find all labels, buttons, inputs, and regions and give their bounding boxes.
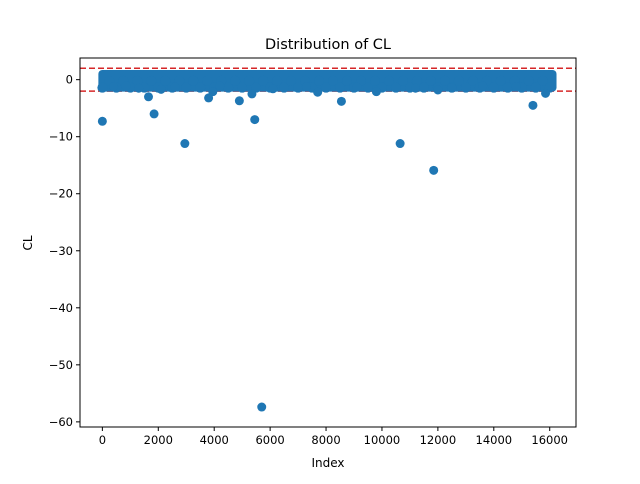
band-point [523,75,534,86]
data-point [134,83,144,93]
band-point [495,75,506,86]
data-point [511,82,521,92]
data-point [257,402,267,412]
data-points [97,81,551,412]
band-point [383,75,394,86]
x-tick-label: 6000 [255,433,284,447]
x-tick-label: 0 [99,433,106,447]
band-point [369,75,380,86]
band-point [230,75,241,86]
band-point [537,75,548,86]
band-point [335,82,346,93]
data-point [336,96,346,106]
x-tick-label: 10000 [364,433,401,447]
band-point [279,82,290,93]
x-tick-label: 12000 [420,433,457,447]
band-point [328,75,339,86]
band-point [397,75,408,86]
y-tick-label: −10 [49,130,73,144]
band-point [418,82,429,93]
data-point [247,89,257,99]
band-point [195,82,206,93]
data-point [447,83,457,93]
data-point [208,87,218,97]
data-point [313,87,323,97]
data-point [97,116,107,126]
band-point [453,75,464,86]
band-point [132,75,143,86]
band-point [411,75,422,86]
band-point [237,82,248,93]
y-tick-label: −50 [49,358,73,372]
dense-point-band [97,69,557,93]
band-point [321,82,332,93]
band-point [202,75,213,86]
band-point [244,75,255,86]
x-tick-label: 14000 [476,433,513,447]
band-point [425,75,436,86]
y-tick-label: −30 [49,244,73,258]
data-point [121,81,131,91]
band-point [286,75,297,86]
data-point [478,81,488,91]
data-point [170,82,180,92]
x-tick-label: 16000 [531,433,568,447]
band-point [188,75,199,86]
band-point [439,75,450,86]
data-point [268,84,278,94]
band-point [460,82,471,93]
band-point [258,75,269,86]
band-point [314,75,325,86]
data-point [156,84,166,94]
band-point [488,82,499,93]
x-tick-label: 2000 [144,433,173,447]
plot-frame [79,57,577,428]
data-point [528,100,538,110]
data-point [433,85,443,95]
band-point [223,82,234,93]
x-axis-label: Index [311,456,344,470]
data-point [144,92,154,102]
y-tick-label: −40 [49,301,73,315]
data-point [109,82,119,92]
x-tick-label: 8000 [311,433,340,447]
x-axis-ticks: 0 2000 4000 6000 8000 10000 12000 14000 16000 [99,427,568,447]
data-point [541,88,551,98]
band-point [390,82,401,93]
data-point [149,109,159,119]
y-tick-label: −20 [49,187,73,201]
data-point [250,115,260,125]
band-point [160,75,171,86]
x-tick-label: 4000 [200,433,229,447]
data-point [180,139,190,149]
data-point [371,87,381,97]
band-point [293,82,304,93]
y-tick-label: 0 [66,73,73,87]
band-point [362,82,373,93]
data-point [395,139,405,149]
data-point [411,83,421,93]
data-point [429,165,439,175]
data-point [215,81,225,91]
band-point [272,75,283,86]
band-point [146,75,157,86]
band-point [467,75,478,86]
band-point [181,82,192,93]
y-tick-label: −60 [49,415,73,429]
y-axis-label: CL [21,235,35,250]
band-point [97,82,108,93]
band-point [530,82,541,93]
data-point [301,82,311,92]
data-point [234,96,244,106]
chart-title: Distribution of CL [265,37,391,53]
band-point [502,82,513,93]
band-point [342,75,353,86]
data-point [352,82,362,92]
y-axis-ticks: 0 −10 −20 −30 −40 −50 −60 [49,73,80,429]
